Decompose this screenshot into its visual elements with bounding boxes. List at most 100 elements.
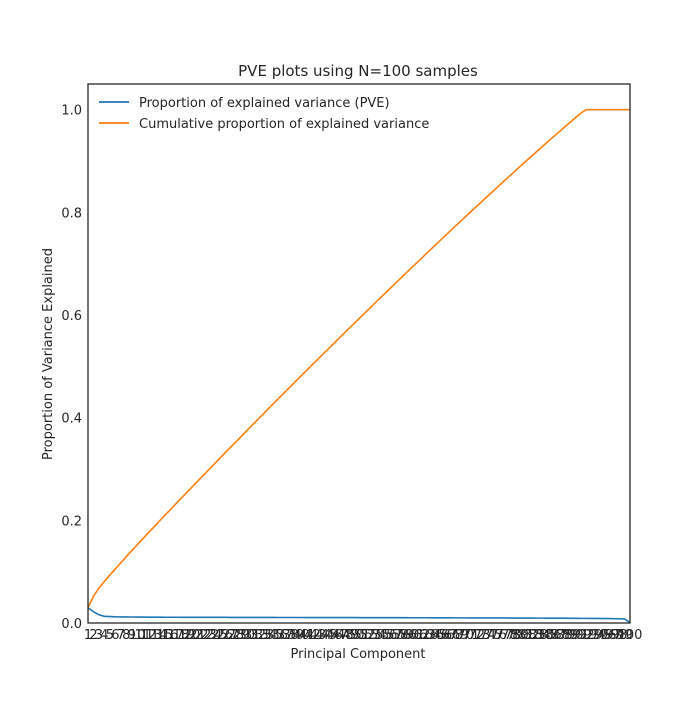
x-tick-label: 83 [529, 628, 546, 643]
x-tick-label: 6 [111, 628, 119, 643]
x-tick-label: 37 [277, 628, 294, 643]
x-tick-label: 9 [128, 628, 136, 643]
x-tick-label: 45 [321, 628, 338, 643]
x-tick-label: 96 [600, 628, 617, 643]
chart-title: PVE plots using N=100 samples [238, 62, 478, 80]
x-tick-label: 90 [567, 628, 584, 643]
x-tick-label: 79 [507, 628, 524, 643]
x-tick-label: 7 [117, 628, 125, 643]
y-tick-label: 0.0 [61, 617, 82, 632]
x-tick-label: 36 [271, 628, 288, 643]
x-tick-label: 71 [463, 628, 480, 643]
x-tick-label: 74 [479, 628, 496, 643]
x-tick-label: 75 [485, 628, 502, 643]
x-tick-label: 16 [162, 628, 179, 643]
x-tick-label: 14 [151, 628, 168, 643]
x-tick-label: 73 [474, 628, 491, 643]
x-tick-label: 97 [605, 628, 622, 643]
x-tick-label: 44 [315, 628, 332, 643]
x-tick-label: 8 [122, 628, 130, 643]
x-tick-label: 93 [583, 628, 600, 643]
y-axis-label: Proportion of Variance Explained [41, 248, 56, 460]
y-tick-label: 0.8 [61, 206, 82, 221]
x-tick-label: 11 [134, 628, 151, 643]
x-tick-label: 39 [288, 628, 305, 643]
y-tick-label: 0.6 [61, 309, 82, 324]
plot-area: 0.00.20.40.60.81.01234567891011121314151… [61, 83, 643, 643]
x-tick-label: 100 [618, 628, 643, 643]
x-tick-label: 92 [578, 628, 595, 643]
x-tick-label: 94 [589, 628, 606, 643]
x-tick-label: 30 [238, 628, 255, 643]
x-tick-label: 42 [304, 628, 321, 643]
x-tick-label: 57 [386, 628, 403, 643]
x-tick-label: 34 [260, 628, 277, 643]
x-tick-label: 22 [195, 628, 212, 643]
x-tick-label: 88 [556, 628, 573, 643]
legend-entry-label: Proportion of explained variance (PVE) [139, 96, 390, 111]
x-tick-label: 65 [430, 628, 447, 643]
x-tick-label: 5 [106, 628, 114, 643]
x-tick-label: 12 [140, 628, 157, 643]
x-tick-label: 70 [457, 628, 474, 643]
x-tick-label: 85 [540, 628, 557, 643]
legend-entry-label: Cumulative proportion of explained varia… [139, 117, 429, 132]
x-tick-label: 32 [249, 628, 266, 643]
x-tick-label: 63 [419, 628, 436, 643]
x-tick-label: 26 [217, 628, 234, 643]
x-tick-label: 49 [343, 628, 360, 643]
legend: Proportion of explained variance (PVE) Cu… [99, 96, 429, 132]
series-line-pve [87, 606, 631, 624]
x-tick-label: 38 [282, 628, 299, 643]
x-tick-label: 82 [523, 628, 540, 643]
x-tick-label: 33 [255, 628, 272, 643]
x-tick-label: 66 [436, 628, 453, 643]
x-tick-label: 3 [95, 628, 103, 643]
x-tick-label: 2 [89, 628, 97, 643]
x-tick-label: 91 [572, 628, 589, 643]
x-tick-label: 68 [447, 628, 464, 643]
x-axis-label: Principal Component [290, 647, 425, 662]
x-tick-label: 99 [616, 628, 633, 643]
x-tick-label: 40 [293, 628, 310, 643]
x-tick-label: 28 [228, 628, 245, 643]
x-tick-label: 24 [206, 628, 223, 643]
x-tick-label: 87 [551, 628, 568, 643]
x-tick-label: 47 [332, 628, 349, 643]
x-tick-label: 31 [244, 628, 261, 643]
x-tick-label: 98 [611, 628, 628, 643]
x-tick-label: 25 [211, 628, 228, 643]
x-tick-label: 84 [534, 628, 551, 643]
x-tick-label: 64 [425, 628, 442, 643]
x-tick-label: 17 [167, 628, 184, 643]
x-tick-label: 15 [156, 628, 173, 643]
x-tick-label: 10 [129, 628, 146, 643]
x-tick-label: 52 [359, 628, 376, 643]
axes-frame [87, 83, 631, 624]
x-tick-label: 77 [496, 628, 513, 643]
x-tick-label: 58 [392, 628, 409, 643]
x-tick-label: 55 [375, 628, 392, 643]
x-tick-label: 51 [353, 628, 370, 643]
x-tick-label: 69 [452, 628, 469, 643]
x-tick-label: 27 [222, 628, 239, 643]
x-tick-label: 23 [200, 628, 217, 643]
x-tick-label: 21 [189, 628, 206, 643]
x-tick-label: 41 [299, 628, 316, 643]
y-tick-label: 0.4 [61, 412, 82, 427]
x-tick-label: 1 [84, 628, 92, 643]
x-tick-label: 86 [545, 628, 562, 643]
x-tick-label: 18 [173, 628, 190, 643]
x-tick-label: 81 [518, 628, 535, 643]
x-tick-label: 54 [370, 628, 387, 643]
x-tick-label: 89 [562, 628, 579, 643]
x-tick-label: 19 [178, 628, 195, 643]
x-tick-label: 29 [233, 628, 250, 643]
x-tick-label: 95 [594, 628, 611, 643]
x-tick-label: 43 [310, 628, 327, 643]
x-tick-label: 46 [326, 628, 343, 643]
x-tick-label: 13 [145, 628, 162, 643]
x-tick-label: 60 [403, 628, 420, 643]
